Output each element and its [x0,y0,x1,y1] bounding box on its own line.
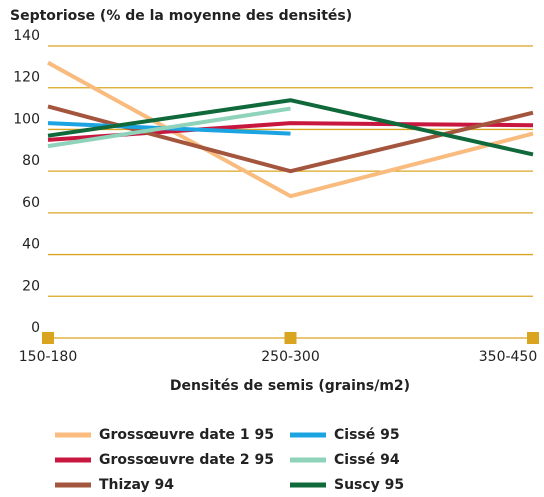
chart-title: Septoriose (% de la moyenne des densités… [10,8,352,24]
y-tick-label: 20 [22,278,40,294]
x-tick-label: 150-180 [19,349,78,365]
x-tick-marker [284,332,297,344]
x-tick-marker [527,332,539,344]
y-tick-label: 80 [22,153,40,169]
series-line [47,106,291,149]
y-tick-label: 60 [22,195,40,211]
series-line [47,60,534,199]
legend-label: Thizay 94 [99,477,174,493]
y-tick-label: 140 [13,28,40,44]
y-tick-label: 100 [13,111,40,127]
x-axis-title: Densités de semis (grains/m2) [170,378,410,394]
x-tick-label: 250-300 [261,349,320,365]
series-line [47,98,534,157]
x-tick-label: 350-450 [479,349,538,365]
legend-label: Cissé 94 [334,452,400,468]
legend-label: Grossœuvre date 2 95 [99,452,274,468]
legend-label: Suscy 95 [334,477,404,493]
y-tick-label: 40 [22,237,40,253]
y-tick-label: 120 [13,70,40,86]
legend-label: Grossœuvre date 1 95 [99,427,274,443]
x-tick-marker [42,332,54,344]
y-tick-label: 0 [31,320,40,336]
legend-label: Cissé 95 [334,427,400,443]
